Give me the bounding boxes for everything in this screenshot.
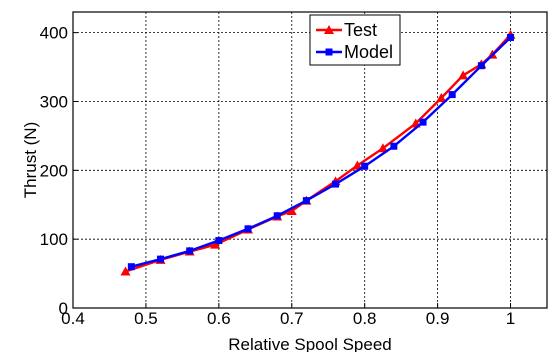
x-tick-label: 1 bbox=[506, 309, 515, 328]
x-tick-label: 0.7 bbox=[280, 309, 304, 328]
data-point-model bbox=[157, 255, 165, 263]
x-tick-label: 0.6 bbox=[207, 309, 231, 328]
y-tick-label: 0 bbox=[59, 299, 68, 318]
data-point-test bbox=[377, 143, 388, 153]
data-point-model bbox=[419, 118, 427, 126]
data-point-model bbox=[507, 33, 515, 41]
y-tick-label: 200 bbox=[40, 161, 68, 180]
x-tick-label: 0.8 bbox=[353, 309, 377, 328]
x-axis-label: Relative Spool Speed bbox=[228, 335, 392, 352]
y-tick-label: 400 bbox=[40, 24, 68, 43]
data-point-model bbox=[302, 197, 310, 205]
y-axis-label: Thrust (N) bbox=[21, 122, 40, 199]
data-point-model bbox=[361, 162, 369, 170]
axes bbox=[72, 11, 548, 309]
legend-marker-test bbox=[324, 25, 334, 34]
legend-marker-model bbox=[325, 48, 333, 56]
x-tick-label: 0.9 bbox=[426, 309, 450, 328]
data-point-model bbox=[448, 91, 456, 99]
data-point-test bbox=[352, 160, 363, 170]
data-point-model bbox=[273, 212, 281, 220]
data-point-model bbox=[477, 62, 485, 70]
data-point-test bbox=[286, 205, 297, 215]
data-point-model bbox=[215, 237, 223, 245]
data-point-model bbox=[186, 247, 194, 255]
data-point-model bbox=[127, 263, 135, 271]
series-layer bbox=[120, 29, 516, 276]
data-point-model bbox=[332, 180, 340, 188]
x-tick-label: 0.4 bbox=[61, 309, 85, 328]
axes-frame bbox=[72, 11, 548, 309]
tick-labels: 0.4 0.5 0.6 0.7 0.8 0.9 1 0 100 200 300 400 bbox=[40, 24, 516, 328]
data-point-model bbox=[244, 225, 252, 233]
legend-box bbox=[309, 14, 401, 66]
data-point-test bbox=[436, 93, 447, 103]
legend-label-model: Model bbox=[344, 42, 393, 62]
y-tick-label: 300 bbox=[40, 92, 68, 111]
y-tick-label: 100 bbox=[40, 230, 68, 249]
series-line-model bbox=[130, 36, 512, 268]
data-point-model bbox=[390, 142, 398, 150]
legend-label-test: Test bbox=[344, 20, 377, 40]
x-tick-label: 0.5 bbox=[134, 309, 158, 328]
data-point-test bbox=[458, 70, 469, 80]
data-point-test bbox=[120, 266, 131, 276]
data-point-test bbox=[210, 239, 221, 249]
